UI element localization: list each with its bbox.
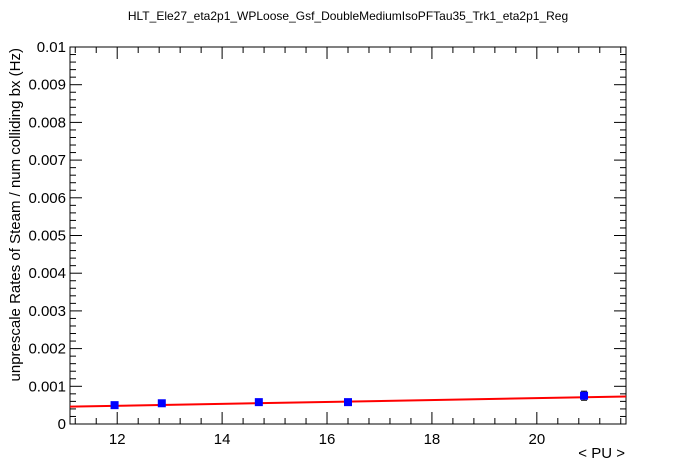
x-tick-label: 16 (319, 431, 336, 448)
y-tick-label: 0.006 (28, 190, 66, 207)
y-tick-label: 0.002 (28, 341, 66, 358)
y-tick-label: 0.007 (28, 152, 66, 169)
x-axis-title: < PU > (578, 445, 625, 462)
plot-border (69, 46, 627, 425)
data-point (580, 391, 589, 400)
y-tick-label: 0.009 (28, 77, 66, 94)
chart-title: HLT_Ele27_eta2p1_WPLoose_Gsf_DoubleMediu… (128, 9, 568, 23)
y-tick-label: 0.001 (28, 378, 66, 395)
y-axis-title: unprescale Rates of Steam / num collidin… (7, 48, 24, 381)
data-point (110, 401, 119, 410)
y-tick-label: 0.004 (28, 265, 66, 282)
y-axis: 0 0.001 0.002 0.003 0.004 0.005 0.006 0.007 0.00… (28, 39, 626, 433)
x-tick-label: 12 (109, 431, 126, 448)
data-point (157, 399, 166, 408)
data-points-layer (110, 390, 589, 410)
data-point (254, 398, 263, 407)
y-tick-label: 0.003 (28, 303, 66, 320)
x-axis: 12 14 16 18 20 (74, 47, 622, 448)
y-tick-label: 0.005 (28, 228, 66, 245)
y-tick-label: 0.008 (28, 114, 66, 131)
plot-frame (69, 46, 627, 425)
y-tick-label: 0.01 (37, 39, 66, 56)
x-tick-label: 20 (528, 431, 545, 448)
y-tick-label: 0 (58, 416, 66, 433)
x-tick-label: 14 (214, 431, 231, 448)
data-point (344, 398, 352, 407)
x-tick-label: 18 (424, 431, 441, 448)
